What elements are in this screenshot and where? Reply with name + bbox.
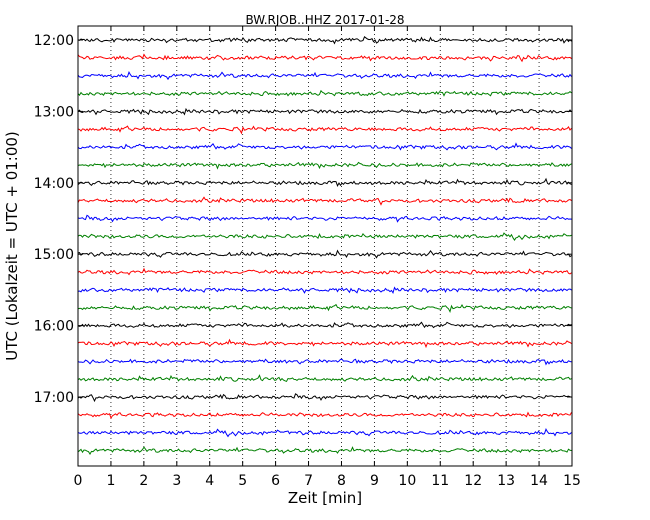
seismogram-trace [77, 393, 572, 403]
x-tick-label: 10 [398, 473, 416, 489]
y-tick-label: 12:00 [34, 33, 74, 49]
chart-title: BW.RJOB..HHZ 2017-01-28 [245, 13, 404, 27]
grid-lines [110, 26, 540, 466]
x-tick-label: 0 [74, 473, 83, 489]
seismogram-trace [77, 125, 572, 135]
seismogram-trace [77, 358, 572, 366]
seismogram-trace [77, 196, 572, 206]
y-tick-label: 15:00 [34, 247, 74, 263]
x-axis-ticks: 0 1 2 3 4 5 6 7 8 9 10 11 12 13 14 15 [74, 26, 581, 489]
y-tick-label: 13:00 [34, 104, 74, 120]
x-tick-label: 13 [497, 473, 515, 489]
seismogram-trace [77, 286, 572, 295]
seismogram-trace [77, 446, 572, 455]
seismogram-trace [77, 321, 572, 329]
y-axis-label: UTC (Lokalzeit = UTC + 01:00) [3, 131, 21, 361]
x-tick-label: 9 [370, 473, 379, 489]
y-tick-label: 17:00 [34, 390, 74, 406]
seismogram-trace [77, 303, 572, 314]
seismogram-trace [77, 142, 572, 151]
y-axis-ticks: 12:00 13:00 14:00 15:00 16:00 17:00 [34, 33, 572, 406]
x-tick-label: 8 [337, 473, 346, 489]
x-tick-label: 7 [304, 473, 313, 489]
seismogram-trace [77, 232, 572, 241]
plot-frame [77, 25, 573, 467]
seismogram-trace [77, 107, 572, 116]
seismogram-trace [77, 71, 572, 81]
x-tick-label: 5 [238, 473, 247, 489]
seismogram-trace [77, 89, 572, 97]
y-tick-label: 16:00 [34, 319, 74, 335]
x-tick-label: 4 [205, 473, 214, 489]
seismogram-trace [77, 214, 572, 223]
x-tick-label: 12 [464, 473, 482, 489]
x-tick-label: 1 [106, 473, 115, 489]
seismogram-trace [77, 267, 572, 276]
seismogram-trace [77, 374, 572, 383]
x-tick-label: 14 [530, 473, 548, 489]
y-tick-label: 14:00 [34, 176, 74, 192]
seismogram-trace [77, 249, 572, 259]
seismogram-traces [77, 36, 572, 455]
seismogram-trace [77, 411, 572, 420]
x-axis-label: Zeit [min] [288, 489, 362, 507]
x-tick-label: 3 [172, 473, 181, 489]
x-tick-label: 2 [139, 473, 148, 489]
seismogram-trace [77, 53, 572, 63]
seismogram-trace [77, 428, 572, 438]
seismogram-trace [77, 338, 572, 349]
x-tick-label: 11 [431, 473, 449, 489]
seismogram-trace [77, 161, 572, 170]
x-tick-label: 6 [271, 473, 280, 489]
seismogram-trace [77, 177, 572, 187]
seismogram-trace [77, 36, 572, 45]
x-tick-label: 15 [563, 473, 581, 489]
